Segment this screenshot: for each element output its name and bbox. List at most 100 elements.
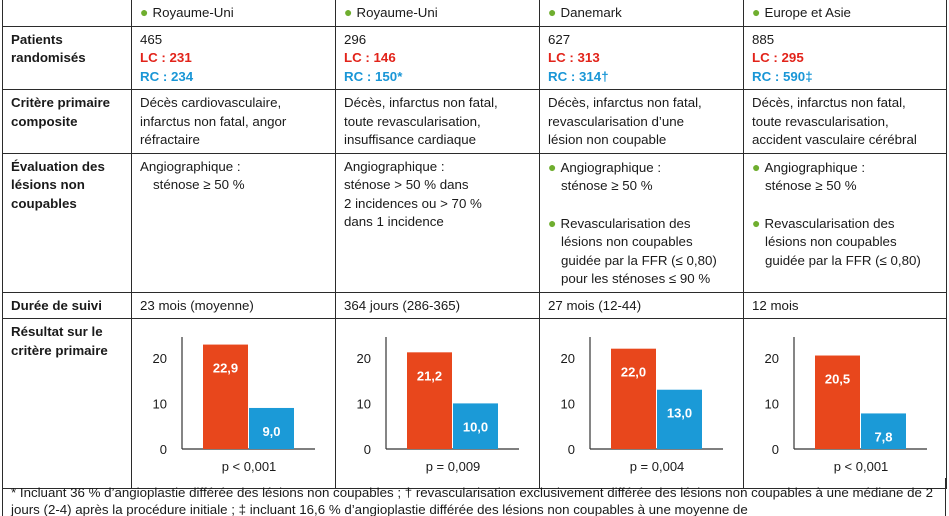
p-value-label: p = 0,009 [426, 459, 481, 474]
y-tick-label: 20 [153, 351, 167, 366]
header-trial-2: ● Royaume-Uni [335, 0, 540, 27]
bar-value-label: 7,8 [874, 429, 892, 444]
bar-lc [611, 348, 656, 449]
bullet-icon: ● [548, 214, 557, 231]
y-tick-label: 0 [772, 442, 779, 457]
row-evaluation: Évaluation des lésions non coupables Ang… [2, 152, 947, 293]
header-row: ● Royaume-Uni ● Royaume-Uni ● Danemark ● Eur… [2, 0, 947, 27]
patients-trial-4: 885 LC : 295 RC : 590‡ [743, 25, 947, 90]
header-corner [2, 0, 132, 27]
bar-rc [861, 413, 906, 449]
y-tick-label: 10 [153, 396, 167, 411]
y-tick-label: 20 [357, 351, 371, 366]
row-critere: Critère primaire composite Décès cardiov… [2, 89, 947, 154]
bar-chart-trial-3: 0 10 20 22,0 13,0 p = 0,004 [561, 337, 723, 474]
bar-chart-trial-4: 0 10 20 20,5 7,8 p < 0,001 [765, 337, 927, 474]
chart-cell-trial-3: 0 10 20 22,0 13,0 p = 0,004 [539, 318, 744, 489]
trials-comparison-table: ● Royaume-Uni ● Royaume-Uni ● Danemark ● Eur… [2, 0, 947, 489]
bullet-icon: ● [752, 214, 761, 231]
bullet-icon: ● [344, 4, 353, 20]
y-tick-label: 10 [357, 396, 371, 411]
header-label: Danemark [560, 5, 622, 20]
patients-lc: LC : 295 [752, 50, 804, 65]
bar-value-label: 22,9 [213, 361, 238, 376]
y-tick-label: 20 [561, 351, 575, 366]
y-tick-label: 0 [160, 442, 167, 457]
patients-rc: RC : 590‡ [752, 68, 813, 84]
patients-rc: RC : 234 [140, 68, 194, 84]
p-value-label: p = 0,004 [630, 459, 685, 474]
critere-trial-4: Décès, infarctus non fatal, toute revasc… [743, 89, 947, 154]
header-label: Europe et Asie [764, 5, 851, 20]
y-tick-label: 10 [765, 396, 779, 411]
bar-lc [203, 344, 248, 449]
header-label: Royaume-Uni [356, 5, 438, 20]
header-label: Royaume-Uni [152, 5, 234, 20]
bar-rc [453, 403, 498, 449]
bar-value-label: 20,5 [825, 372, 850, 387]
bar-value-label: 21,2 [417, 368, 442, 383]
patients-rc: RC : 314† [548, 68, 609, 84]
critere-trial-1: Décès cardiovasculaire, infarctus non fa… [131, 89, 336, 154]
duree-trial-1: 23 mois (moyenne) [131, 291, 336, 319]
evaluation-trial-3: ● Angiographique : sténose ≥ 50 % ● Revasc… [539, 152, 744, 293]
chart-cell-trial-2: 0 10 20 21,2 10,0 p = 0,009 [335, 318, 540, 489]
bullet-icon: ● [548, 158, 557, 175]
p-value-label: p < 0,001 [222, 459, 277, 474]
evaluation-item: ● Angiographique : [752, 158, 866, 175]
row-label-critere: Critère primaire composite [2, 89, 132, 154]
patients-lc: LC : 313 [548, 50, 600, 65]
evaluation-trial-4: ● Angiographique : sténose ≥ 50 % ● Revasc… [743, 152, 947, 293]
bar-lc [815, 355, 860, 449]
row-label-evaluation: Évaluation des lésions non coupables [2, 152, 132, 293]
y-tick-label: 0 [568, 442, 575, 457]
evaluation-item: ● Revascularisation des [548, 214, 691, 231]
y-tick-label: 10 [561, 396, 575, 411]
row-label-duree: Durée de suivi [2, 291, 132, 319]
header-trial-3: ● Danemark [539, 0, 744, 27]
bar-chart-trial-1: 0 10 20 22,9 9,0 p < 0,001 [153, 337, 315, 474]
bar-value-label: 10,0 [463, 419, 488, 434]
header-trial-1: ● Royaume-Uni [131, 0, 336, 27]
bar-chart-trial-2: 0 10 20 21,2 10,0 p = 0,009 [357, 337, 519, 474]
bar-rc [657, 389, 702, 449]
row-label-resultat: Résultat sur le critère primaire [2, 318, 132, 489]
row-resultat: Résultat sur le critère primaire 0 10 20 22… [2, 318, 947, 489]
patients-total: 627 [548, 31, 571, 47]
duree-trial-3: 27 mois (12-44) [539, 291, 744, 319]
bullet-icon: ● [752, 4, 761, 20]
y-tick-label: 20 [765, 351, 779, 366]
footnote: * Incluant 36 % d’angioplastie différée … [2, 478, 946, 516]
bullet-icon: ● [752, 158, 761, 175]
bar-lc [407, 352, 452, 449]
patients-trial-2: 296 LC : 146 RC : 150* [335, 25, 540, 90]
critere-trial-2: Décès, infarctus non fatal, toute revasc… [335, 89, 540, 154]
patients-rc: RC : 150* [344, 68, 403, 84]
duree-trial-2: 364 jours (286-365) [335, 291, 540, 319]
chart-cell-trial-1: 0 10 20 22,9 9,0 p < 0,001 [131, 318, 336, 489]
bar-rc [249, 407, 294, 449]
duree-trial-4: 12 mois [743, 291, 947, 319]
y-tick-label: 0 [364, 442, 371, 457]
critere-trial-3: Décès, infarctus non fatal, revascularis… [539, 89, 744, 154]
patients-total: 885 [752, 31, 775, 47]
row-label-patients: Patients randomisés [2, 25, 132, 90]
chart-cell-trial-4: 0 10 20 20,5 7,8 p < 0,001 [743, 318, 947, 489]
evaluation-item: ● Angiographique : [548, 158, 662, 175]
bar-value-label: 22,0 [621, 365, 646, 380]
bullet-icon: ● [548, 4, 557, 20]
patients-total: 465 [140, 31, 163, 47]
patients-lc: LC : 231 [140, 50, 192, 65]
evaluation-trial-2: Angiographique : sténose > 50 % dans 2 i… [335, 152, 540, 293]
row-duree: Durée de suivi 23 mois (moyenne) 364 jou… [2, 291, 947, 319]
patients-lc: LC : 146 [344, 50, 396, 65]
patients-trial-3: 627 LC : 313 RC : 314† [539, 25, 744, 90]
patients-total: 296 [344, 31, 367, 47]
row-patients: Patients randomisés 465 LC : 231 RC : 23… [2, 25, 947, 90]
bullet-icon: ● [140, 4, 149, 20]
p-value-label: p < 0,001 [834, 459, 889, 474]
patients-trial-1: 465 LC : 231 RC : 234 [131, 25, 336, 90]
bar-value-label: 13,0 [667, 406, 692, 421]
header-trial-4: ● Europe et Asie [743, 0, 947, 27]
